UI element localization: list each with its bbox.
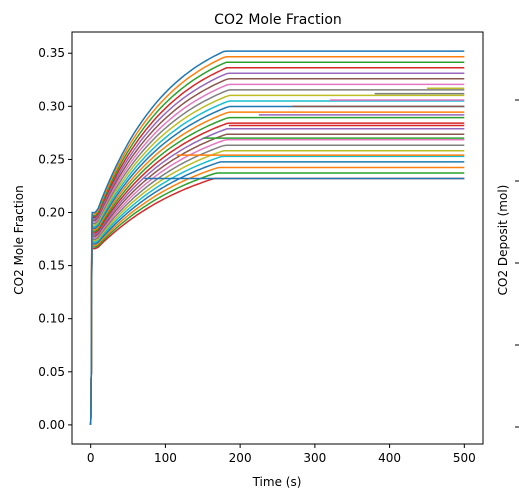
chart-title: CO2 Mole Fraction <box>214 12 342 28</box>
x-axis: 0 100 200 300 400 500 <box>87 444 476 465</box>
series-line <box>89 72 465 425</box>
series-line <box>89 155 465 425</box>
series-line <box>89 150 465 425</box>
series-line <box>89 89 465 425</box>
x-tick-label: 200 <box>229 451 252 465</box>
series-line <box>89 139 465 425</box>
series-line <box>89 116 465 425</box>
series-line <box>89 61 465 425</box>
x-tick-label: 300 <box>303 451 326 465</box>
series-line <box>89 83 465 425</box>
right-panel-ticks <box>515 99 519 428</box>
y-tick-label: 0.25 <box>38 152 65 166</box>
y-axis: 0.00 0.05 0.10 0.15 0.20 0.25 0.30 0.35 <box>38 46 72 432</box>
x-axis-label: Time (s) <box>252 475 302 489</box>
y-tick-label: 0.35 <box>38 46 65 60</box>
series-line <box>89 94 465 425</box>
right-panel-ylabel: CO2 Deposit (mol) <box>496 185 510 296</box>
y-tick-label: 0.05 <box>38 365 65 379</box>
series-line <box>89 111 465 425</box>
y-tick-label: 0.30 <box>38 99 65 113</box>
series-line <box>89 50 465 425</box>
series-line <box>89 172 465 425</box>
y-axis-label: CO2 Mole Fraction <box>12 185 26 294</box>
series-line <box>89 166 465 425</box>
series-layer <box>89 50 465 425</box>
series-line <box>89 122 465 425</box>
series-line <box>89 55 465 425</box>
series-line <box>89 161 465 425</box>
series-line <box>89 66 465 425</box>
y-tick-label: 0.00 <box>38 418 65 432</box>
series-line <box>89 100 465 425</box>
y-tick-label: 0.20 <box>38 206 65 220</box>
x-tick-label: 400 <box>378 451 401 465</box>
series-line <box>89 78 465 425</box>
series-line <box>89 144 465 425</box>
x-tick-label: 100 <box>154 451 177 465</box>
series-line <box>89 177 465 425</box>
x-tick-label: 0 <box>87 451 95 465</box>
series-line <box>89 127 465 425</box>
plot-frame <box>71 31 484 445</box>
y-tick-label: 0.15 <box>38 259 65 273</box>
x-tick-label: 500 <box>453 451 476 465</box>
y-tick-label: 0.10 <box>38 312 65 326</box>
